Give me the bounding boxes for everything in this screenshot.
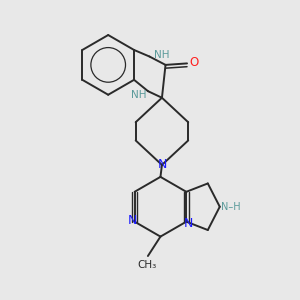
Text: NH: NH bbox=[131, 90, 147, 100]
Text: CH₃: CH₃ bbox=[138, 260, 157, 270]
Text: N: N bbox=[128, 214, 137, 227]
Text: N–H: N–H bbox=[221, 202, 241, 212]
Text: N: N bbox=[184, 217, 194, 230]
Text: O: O bbox=[190, 56, 199, 69]
Text: NH: NH bbox=[154, 50, 170, 60]
Text: N: N bbox=[157, 158, 167, 171]
